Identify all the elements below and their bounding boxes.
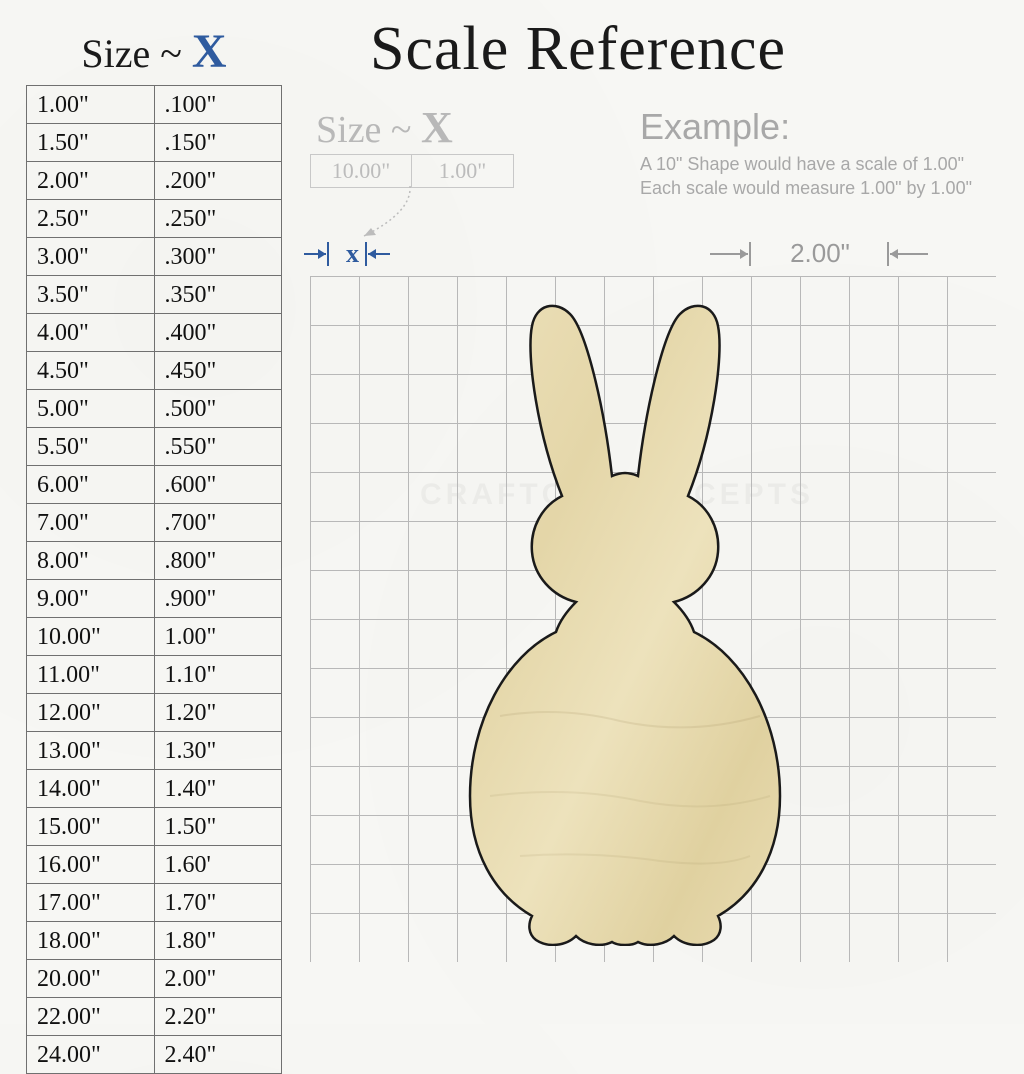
table-cell: .500" xyxy=(154,390,282,428)
table-cell: 20.00" xyxy=(27,960,155,998)
table-cell: .900" xyxy=(154,580,282,618)
table-cell: 5.50" xyxy=(27,428,155,466)
table-cell: 4.50" xyxy=(27,352,155,390)
table-cell: 1.50" xyxy=(154,808,282,846)
size-table-header: Size ~ X xyxy=(26,24,282,79)
table-row: 7.00".700" xyxy=(27,504,282,542)
table-row: 4.00".400" xyxy=(27,314,282,352)
table-cell: .350" xyxy=(154,276,282,314)
page-title: Scale Reference xyxy=(370,14,786,85)
table-cell: .200" xyxy=(154,162,282,200)
table-cell: 14.00" xyxy=(27,770,155,808)
table-row: 20.00"2.00" xyxy=(27,960,282,998)
table-cell: 2.00" xyxy=(27,162,155,200)
table-row: 3.50".350" xyxy=(27,276,282,314)
table-cell: 1.40" xyxy=(154,770,282,808)
sub-size-x: X xyxy=(421,103,453,152)
table-cell: 3.50" xyxy=(27,276,155,314)
table-row: 17.00"1.70" xyxy=(27,884,282,922)
table-cell: .300" xyxy=(154,238,282,276)
table-cell: 24.00" xyxy=(27,1036,155,1074)
sub-size-label: Size ~ X xyxy=(316,102,453,153)
table-row: 8.00".800" xyxy=(27,542,282,580)
table-cell: 9.00" xyxy=(27,580,155,618)
example-line-1: A 10" Shape would have a scale of 1.00" xyxy=(640,152,1010,176)
bunny-shape xyxy=(460,296,790,946)
size-header-prefix: Size ~ xyxy=(81,31,192,76)
table-row: 14.00"1.40" xyxy=(27,770,282,808)
size-table: 1.00".100"1.50".150"2.00".200"2.50".250"… xyxy=(26,85,282,1074)
table-cell: .450" xyxy=(154,352,282,390)
table-cell: .700" xyxy=(154,504,282,542)
table-cell: .550" xyxy=(154,428,282,466)
table-cell: 1.70" xyxy=(154,884,282,922)
table-row: 1.00".100" xyxy=(27,86,282,124)
table-row: 1.50".150" xyxy=(27,124,282,162)
table-cell: 1.00" xyxy=(154,618,282,656)
table-cell: 15.00" xyxy=(27,808,155,846)
table-row: 2.00".200" xyxy=(27,162,282,200)
dimension-label: 2.00" xyxy=(790,238,850,269)
table-cell: 11.00" xyxy=(27,656,155,694)
table-row: 18.00"1.80" xyxy=(27,922,282,960)
table-row: 10.00"1.00" xyxy=(27,618,282,656)
table-row: 24.00"2.40" xyxy=(27,1036,282,1074)
table-cell: .400" xyxy=(154,314,282,352)
table-cell: .600" xyxy=(154,466,282,504)
table-row: 4.50".450" xyxy=(27,352,282,390)
table-cell: 2.50" xyxy=(27,200,155,238)
table-cell: 3.00" xyxy=(27,238,155,276)
table-cell: 17.00" xyxy=(27,884,155,922)
example-title: Example: xyxy=(640,106,1010,148)
table-cell: 8.00" xyxy=(27,542,155,580)
table-cell: 2.20" xyxy=(154,998,282,1036)
table-cell: 4.00" xyxy=(27,314,155,352)
table-cell: 22.00" xyxy=(27,998,155,1036)
table-row: 9.00".900" xyxy=(27,580,282,618)
table-row: 22.00"2.20" xyxy=(27,998,282,1036)
table-cell: 2.00" xyxy=(154,960,282,998)
table-row: 2.50".250" xyxy=(27,200,282,238)
x-scale-indicator: x xyxy=(310,234,430,274)
table-cell: .250" xyxy=(154,200,282,238)
example-line-2: Each scale would measure 1.00" by 1.00" xyxy=(640,176,1010,200)
size-header-x: X xyxy=(192,25,227,78)
table-row: 12.00"1.20" xyxy=(27,694,282,732)
table-cell: 2.40" xyxy=(154,1036,282,1074)
table-cell: 18.00" xyxy=(27,922,155,960)
table-cell: 1.00" xyxy=(27,86,155,124)
table-cell: .150" xyxy=(154,124,282,162)
size-table-container: Size ~ X 1.00".100"1.50".150"2.00".200"2… xyxy=(26,24,282,1074)
table-row: 11.00"1.10" xyxy=(27,656,282,694)
table-cell: .800" xyxy=(154,542,282,580)
example-block: Example: A 10" Shape would have a scale … xyxy=(640,106,1010,201)
table-cell: 5.00" xyxy=(27,390,155,428)
table-cell: .100" xyxy=(154,86,282,124)
table-row: 13.00"1.30" xyxy=(27,732,282,770)
table-row: 3.00".300" xyxy=(27,238,282,276)
table-row: 5.00".500" xyxy=(27,390,282,428)
table-cell: 16.00" xyxy=(27,846,155,884)
table-cell: 12.00" xyxy=(27,694,155,732)
table-cell: 1.10" xyxy=(154,656,282,694)
table-cell: 1.20" xyxy=(154,694,282,732)
sub-size-prefix: Size ~ xyxy=(316,109,421,151)
x-indicator-label: x xyxy=(346,239,359,268)
table-cell: 6.00" xyxy=(27,466,155,504)
table-cell: 10.00" xyxy=(27,618,155,656)
table-cell: 1.50" xyxy=(27,124,155,162)
table-cell: 1.80" xyxy=(154,922,282,960)
table-row: 16.00"1.60' xyxy=(27,846,282,884)
table-cell: 1.60' xyxy=(154,846,282,884)
table-row: 6.00".600" xyxy=(27,466,282,504)
dimension-indicator: 2.00" xyxy=(710,234,930,274)
table-row: 15.00"1.50" xyxy=(27,808,282,846)
table-cell: 13.00" xyxy=(27,732,155,770)
table-row: 5.50".550" xyxy=(27,428,282,466)
table-cell: 7.00" xyxy=(27,504,155,542)
table-cell: 1.30" xyxy=(154,732,282,770)
